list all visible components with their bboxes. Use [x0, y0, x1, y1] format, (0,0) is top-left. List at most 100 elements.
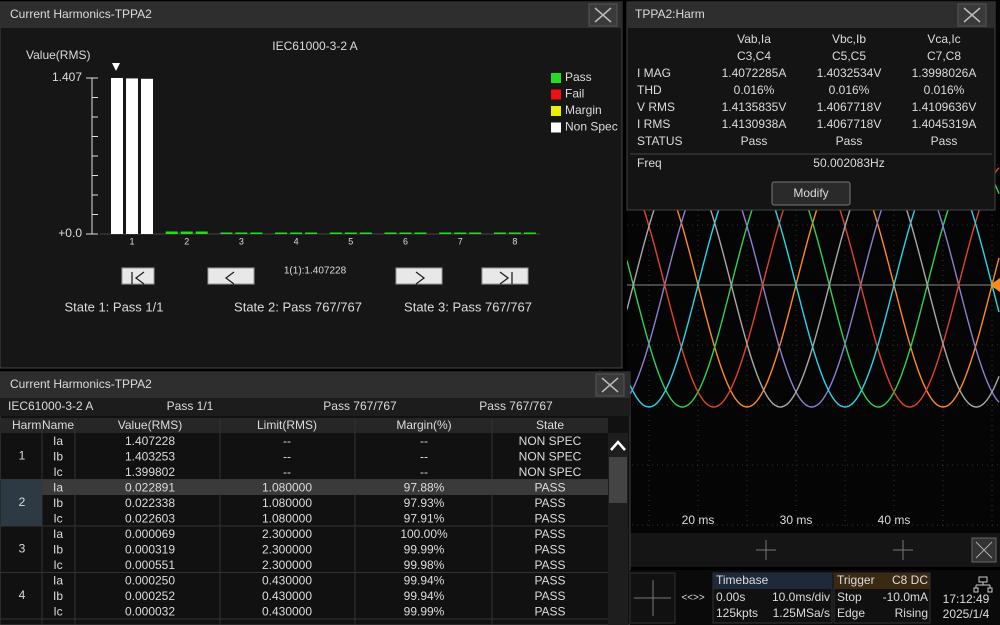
- timebase-scale: 10.0ms/div: [772, 590, 830, 604]
- table-cell: 0.022603: [125, 511, 175, 525]
- table-header: [0, 418, 608, 433]
- harmonics-panel: [0, 1, 623, 369]
- clock-time: 17:12:49: [943, 592, 990, 606]
- trigger-marker: [990, 278, 1000, 292]
- measure-value: Pass: [741, 134, 768, 148]
- table-cell: 2.300000: [262, 527, 312, 541]
- mini-view-cross: [634, 580, 671, 616]
- table-cell: 1.080000: [262, 511, 312, 525]
- table-cell: 0.000252: [125, 589, 175, 603]
- trigger-level: -10.0mA: [883, 590, 928, 604]
- measure-value: 1.4032534V: [817, 66, 882, 80]
- measure-panel: [626, 1, 996, 211]
- table-cell: Ia: [53, 573, 63, 587]
- harmonic-bar: [523, 232, 536, 234]
- harmonic-bar: [235, 232, 248, 234]
- measure-title-bar: [627, 2, 995, 28]
- table-title: Current Harmonics-TPPA2: [10, 377, 152, 391]
- table-cell: 99.94%: [404, 589, 445, 603]
- table-title-bar: [0, 372, 630, 398]
- measure-value: 1.3998026A: [912, 66, 977, 80]
- scrollbar-thumb[interactable]: [609, 457, 627, 503]
- row-label: THD: [637, 83, 662, 97]
- table-cell: 97.91%: [404, 511, 445, 525]
- freq-label: Freq: [637, 156, 662, 170]
- column-header: Vab,Ia: [737, 32, 771, 46]
- table-cell: 0.430000: [262, 573, 312, 587]
- table-cell: 2.300000: [262, 558, 312, 572]
- table-cell: 99.99%: [404, 542, 445, 556]
- harmonic-bar: [290, 232, 303, 234]
- table-cell: Ic: [53, 558, 62, 572]
- harm-cell: 2: [19, 495, 26, 509]
- x-tick-label: 2: [184, 236, 189, 246]
- measure-value: 1.4067718V: [817, 117, 882, 131]
- harmonic-bar: [329, 232, 342, 234]
- nav-button[interactable]: [395, 267, 443, 285]
- scroll-up-button[interactable]: [608, 433, 628, 455]
- harmonic-bar: [493, 232, 506, 234]
- harmonic-bar: [384, 232, 397, 234]
- table-cell: PASS: [534, 542, 565, 556]
- close-icon: [963, 7, 981, 23]
- plus-icon: [893, 540, 913, 560]
- timebase-points: 125kpts: [716, 606, 758, 620]
- harmonic-bar: [165, 231, 178, 234]
- table-cell: PASS: [534, 604, 565, 618]
- table-cell: Ib: [53, 589, 63, 603]
- harmonic-bar: [141, 78, 153, 235]
- table-header-cell: Value(RMS): [118, 418, 182, 432]
- column-header: C5,C5: [832, 49, 866, 63]
- harmonic-bar: [195, 231, 208, 234]
- harmonic-bar: [359, 232, 372, 234]
- harmonics-title-bar: [0, 2, 622, 28]
- table-cell: PASS: [534, 573, 565, 587]
- legend-label: Fail: [565, 87, 584, 101]
- trigger-header: [834, 573, 930, 589]
- harmonic-bar: [454, 232, 467, 234]
- scroll-up-icon: [610, 440, 626, 451]
- state-summary: State 3: Pass 767/767: [404, 299, 532, 314]
- table-cell: 0.000032: [125, 604, 175, 618]
- trigger-source: C8 DC: [892, 573, 928, 587]
- table-cell: Ia: [53, 434, 63, 448]
- table-cell: 1.080000: [262, 496, 312, 510]
- legend-swatch: [551, 122, 561, 133]
- table-cell: PASS: [534, 496, 565, 510]
- measure-title: TPPA2:Harm: [635, 7, 705, 21]
- table-cell: PASS: [534, 480, 565, 494]
- table-header-cell: Name: [42, 418, 74, 432]
- table-cell: 0.000551: [125, 558, 175, 572]
- table-header-cell: State: [536, 418, 564, 432]
- harm-cell: 1: [19, 448, 26, 462]
- x-tick-label: 4: [294, 236, 299, 246]
- table-header-cell: Margin(%): [396, 418, 451, 432]
- clock-date: 2025/1/4: [943, 607, 990, 621]
- modify-button[interactable]: [771, 181, 851, 206]
- harmonic-bar: [399, 232, 412, 234]
- cursor-readout: 1(1):1.407228: [284, 266, 347, 277]
- table-cell: 0.022891: [125, 480, 175, 494]
- column-header: Vbc,Ib: [832, 32, 866, 46]
- freq-value: 50.002083Hz: [813, 156, 884, 170]
- measure-value: 1.4072285A: [722, 66, 787, 80]
- nav-icon: [131, 271, 145, 285]
- legend-swatch: [551, 89, 561, 100]
- nav-button[interactable]: [207, 267, 255, 285]
- legend-label: Pass: [565, 70, 592, 84]
- waveform-toolbar: [627, 533, 1000, 567]
- y-tick-label: 1.407: [52, 70, 82, 84]
- trigger-title: Trigger: [837, 573, 875, 587]
- y-axis-label: Value(RMS): [26, 48, 90, 62]
- column-header: Vca,Ic: [927, 32, 960, 46]
- summary-row: [0, 398, 630, 416]
- table-cell: Ic: [53, 511, 62, 525]
- close-icon: [601, 377, 619, 393]
- timebase-title: Timebase: [716, 573, 769, 587]
- table-cell: --: [420, 465, 428, 479]
- harmonic-bar: [250, 232, 263, 234]
- summary-standard: IEC61000-3-2 A: [8, 399, 93, 413]
- summary-state: Pass 767/767: [323, 399, 397, 413]
- legend-label: Margin: [565, 103, 602, 117]
